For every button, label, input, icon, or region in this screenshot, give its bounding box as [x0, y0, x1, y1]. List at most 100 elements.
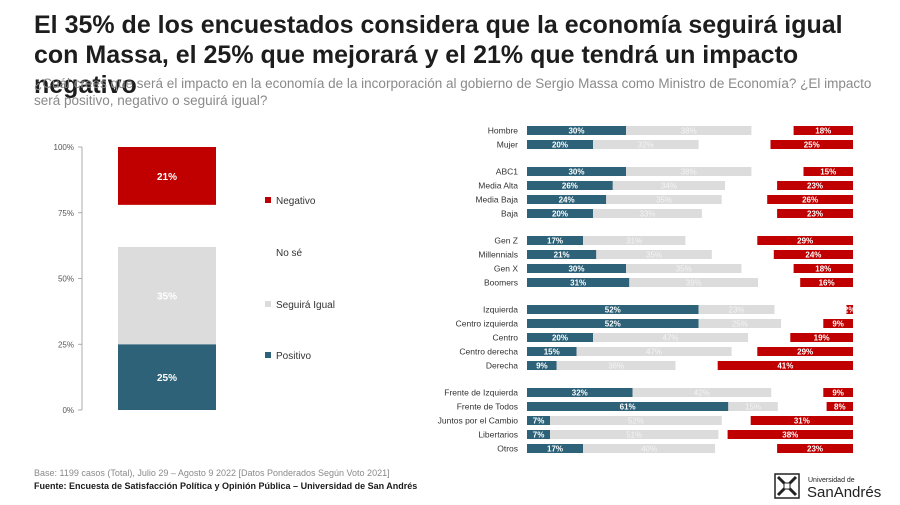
bar-seguira-igual [606, 195, 722, 204]
value-seguira-igual: 35% [676, 265, 692, 274]
value-seguira-igual: 25% [732, 320, 748, 329]
row-label: Libertarios [478, 430, 518, 440]
legend-label: Positivo [276, 351, 311, 362]
bar-negativo [767, 195, 853, 204]
bar-positivo [527, 209, 593, 218]
value-seguira-igual: 15% [745, 403, 761, 412]
bar-negativo [823, 319, 853, 328]
value-seguira-igual: 31% [626, 237, 642, 246]
stack-value-label: 35% [157, 292, 177, 303]
footer-source: Fuente: Encuesta de Satisfacción Polític… [34, 481, 418, 491]
bar-seguira-igual [576, 347, 732, 356]
bar-positivo [527, 264, 626, 273]
bar-negativo [773, 250, 853, 259]
value-negativo: 9% [832, 320, 844, 329]
value-negativo: 23% [807, 445, 823, 454]
bar-positivo [527, 430, 551, 439]
value-seguira-igual: 42% [694, 389, 710, 398]
bar-seguira-igual [632, 388, 772, 397]
bar-seguira-igual [550, 430, 719, 439]
value-negativo: 2% [844, 306, 856, 315]
bar-negativo [800, 278, 853, 287]
value-positivo: 7% [533, 431, 545, 440]
logo-large-text: SanAndrés [807, 484, 881, 501]
bar-negativo [777, 181, 853, 190]
bar-positivo [527, 388, 633, 397]
bar-seguira-igual [629, 278, 758, 287]
value-negativo: 18% [815, 127, 831, 136]
row-label: Otros [497, 444, 518, 454]
row-label: Gen X [494, 264, 518, 274]
value-seguira-igual: 38% [681, 127, 697, 136]
bar-negativo [777, 209, 853, 218]
value-seguira-igual: 35% [656, 196, 672, 205]
value-negativo: 23% [807, 182, 823, 191]
value-positivo: 52% [605, 306, 621, 315]
bar-negativo [777, 444, 853, 453]
legend-label: No sé [276, 248, 303, 259]
value-seguira-igual: 47% [646, 348, 662, 357]
bar-negativo [757, 347, 853, 356]
y-tick-label: 50% [58, 275, 74, 284]
value-seguira-igual: 52% [628, 417, 644, 426]
overall-stacked-bar-chart: 0% 25% 50% 75% 100% 25% 35% 21% Negativo No sé Seg… [54, 143, 335, 415]
bar-seguira-igual [612, 181, 725, 190]
legend-label: Seguirá Igual [276, 300, 335, 311]
value-seguira-igual: 34% [661, 182, 677, 191]
bar-negativo [717, 361, 853, 370]
bar-seguira-igual [556, 361, 676, 370]
value-negativo: 18% [815, 265, 831, 274]
value-positivo: 20% [552, 141, 568, 150]
value-negativo: 8% [834, 403, 846, 412]
y-tick-label: 100% [54, 143, 74, 152]
value-positivo: 15% [544, 348, 560, 357]
bar-positivo [527, 444, 584, 453]
legend-swatch [265, 352, 271, 358]
row-label: Millennials [478, 250, 518, 260]
value-positivo: 30% [568, 127, 584, 136]
bar-positivo [527, 195, 607, 204]
value-seguira-igual: 36% [608, 362, 624, 371]
value-seguira-igual: 38% [681, 168, 697, 177]
row-label: Centro izquierda [456, 319, 519, 329]
footer-base: Base: 1199 casos (Total), Julio 29 – Ago… [34, 468, 390, 478]
bar-positivo [527, 140, 593, 149]
page-subtitle: ¿Cuál crees que será el impacto en la ec… [34, 76, 872, 108]
bar-negativo [790, 333, 853, 342]
bar-seguira-igual [593, 140, 699, 149]
bar-positivo [527, 181, 613, 190]
value-positivo: 32% [572, 389, 588, 398]
value-negativo: 41% [777, 362, 793, 371]
value-seguira-igual: 33% [639, 210, 655, 219]
value-negativo: 26% [802, 196, 818, 205]
bar-seguira-igual [626, 167, 752, 176]
bar-negativo [826, 402, 853, 411]
value-negativo: 9% [832, 389, 844, 398]
value-positivo: 52% [605, 320, 621, 329]
value-negativo: 19% [814, 334, 830, 343]
legend-swatch [265, 197, 271, 203]
segment-bar-chart: Hombre 30% 38% 18% Mujer 20% 32% 25% ABC1 30% 38% 1… [438, 126, 856, 454]
bar-negativo [793, 126, 853, 135]
legend-label: Negativo [276, 196, 316, 207]
row-label: ABC1 [496, 167, 518, 177]
value-positivo: 26% [562, 182, 578, 191]
bar-negativo [793, 264, 853, 273]
bar-seguira-igual [626, 264, 742, 273]
bar-positivo [527, 236, 584, 245]
bar-positivo [527, 278, 630, 287]
bar-positivo [527, 250, 597, 259]
stack-value-label: 25% [157, 373, 177, 384]
row-label: Boomers [484, 278, 518, 288]
value-negativo: 29% [797, 237, 813, 246]
bar-positivo [527, 333, 593, 342]
stack-value-label: 21% [157, 172, 177, 183]
value-positivo: 30% [568, 168, 584, 177]
bar-positivo [527, 402, 729, 411]
value-negativo: 38% [782, 431, 798, 440]
bar-negativo [823, 388, 853, 397]
row-label: Frente de Izquierda [444, 388, 518, 398]
row-label: Mujer [497, 140, 518, 150]
value-positivo: 21% [554, 251, 570, 260]
bar-positivo [527, 361, 557, 370]
